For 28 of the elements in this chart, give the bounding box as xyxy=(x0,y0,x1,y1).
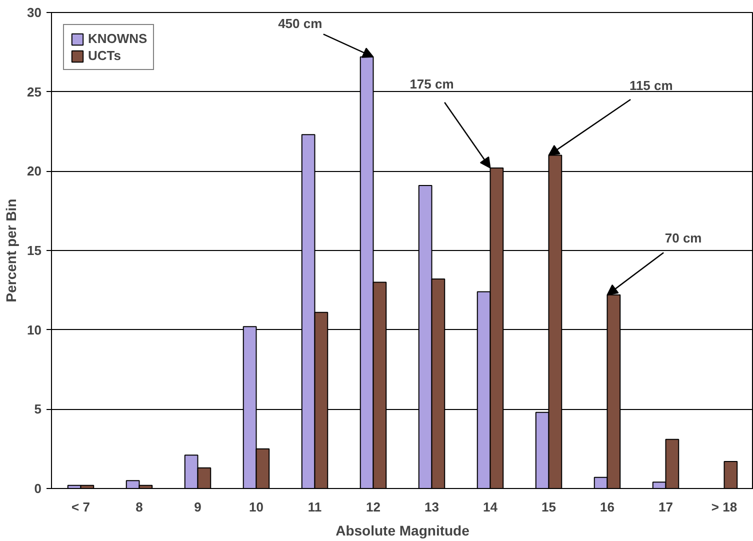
x-tick-label: 12 xyxy=(366,500,380,514)
annotation: 70 cm xyxy=(664,230,702,246)
y-tick-label: 5 xyxy=(34,402,42,417)
y-tick-label: 15 xyxy=(27,243,42,258)
legend-label: UCTs xyxy=(88,48,121,63)
x-tick-label: 14 xyxy=(483,500,498,514)
annotation: 115 cm xyxy=(629,78,673,93)
y-tick-label: 10 xyxy=(27,322,42,338)
y-tick-label: 30 xyxy=(27,5,42,20)
y-tick-label: 25 xyxy=(27,84,42,100)
y-axis-title: Percent per Bin xyxy=(3,198,20,302)
x-tick-label: 8 xyxy=(136,500,143,514)
annotation: 175 cm xyxy=(410,76,454,92)
x-tick-label: 16 xyxy=(600,500,614,514)
x-tick-label: 15 xyxy=(542,500,556,514)
annotation: 450 cm xyxy=(278,16,322,32)
bar xyxy=(724,461,738,488)
x-tick-label: 11 xyxy=(308,500,322,514)
x-tick-label: 10 xyxy=(249,500,264,514)
x-axis-title: Absolute Magnitude xyxy=(336,522,470,538)
y-tick-label: 0 xyxy=(34,481,42,496)
legend-label: KNOWNS xyxy=(88,31,148,46)
x-tick-label: 9 xyxy=(194,500,202,514)
x-tick-label: < 7 xyxy=(72,500,90,514)
x-tick-label: 17 xyxy=(658,500,673,514)
x-tick-label: 13 xyxy=(424,500,439,514)
x-tick-label: > 18 xyxy=(711,500,738,514)
y-tick-label: 20 xyxy=(27,164,42,179)
